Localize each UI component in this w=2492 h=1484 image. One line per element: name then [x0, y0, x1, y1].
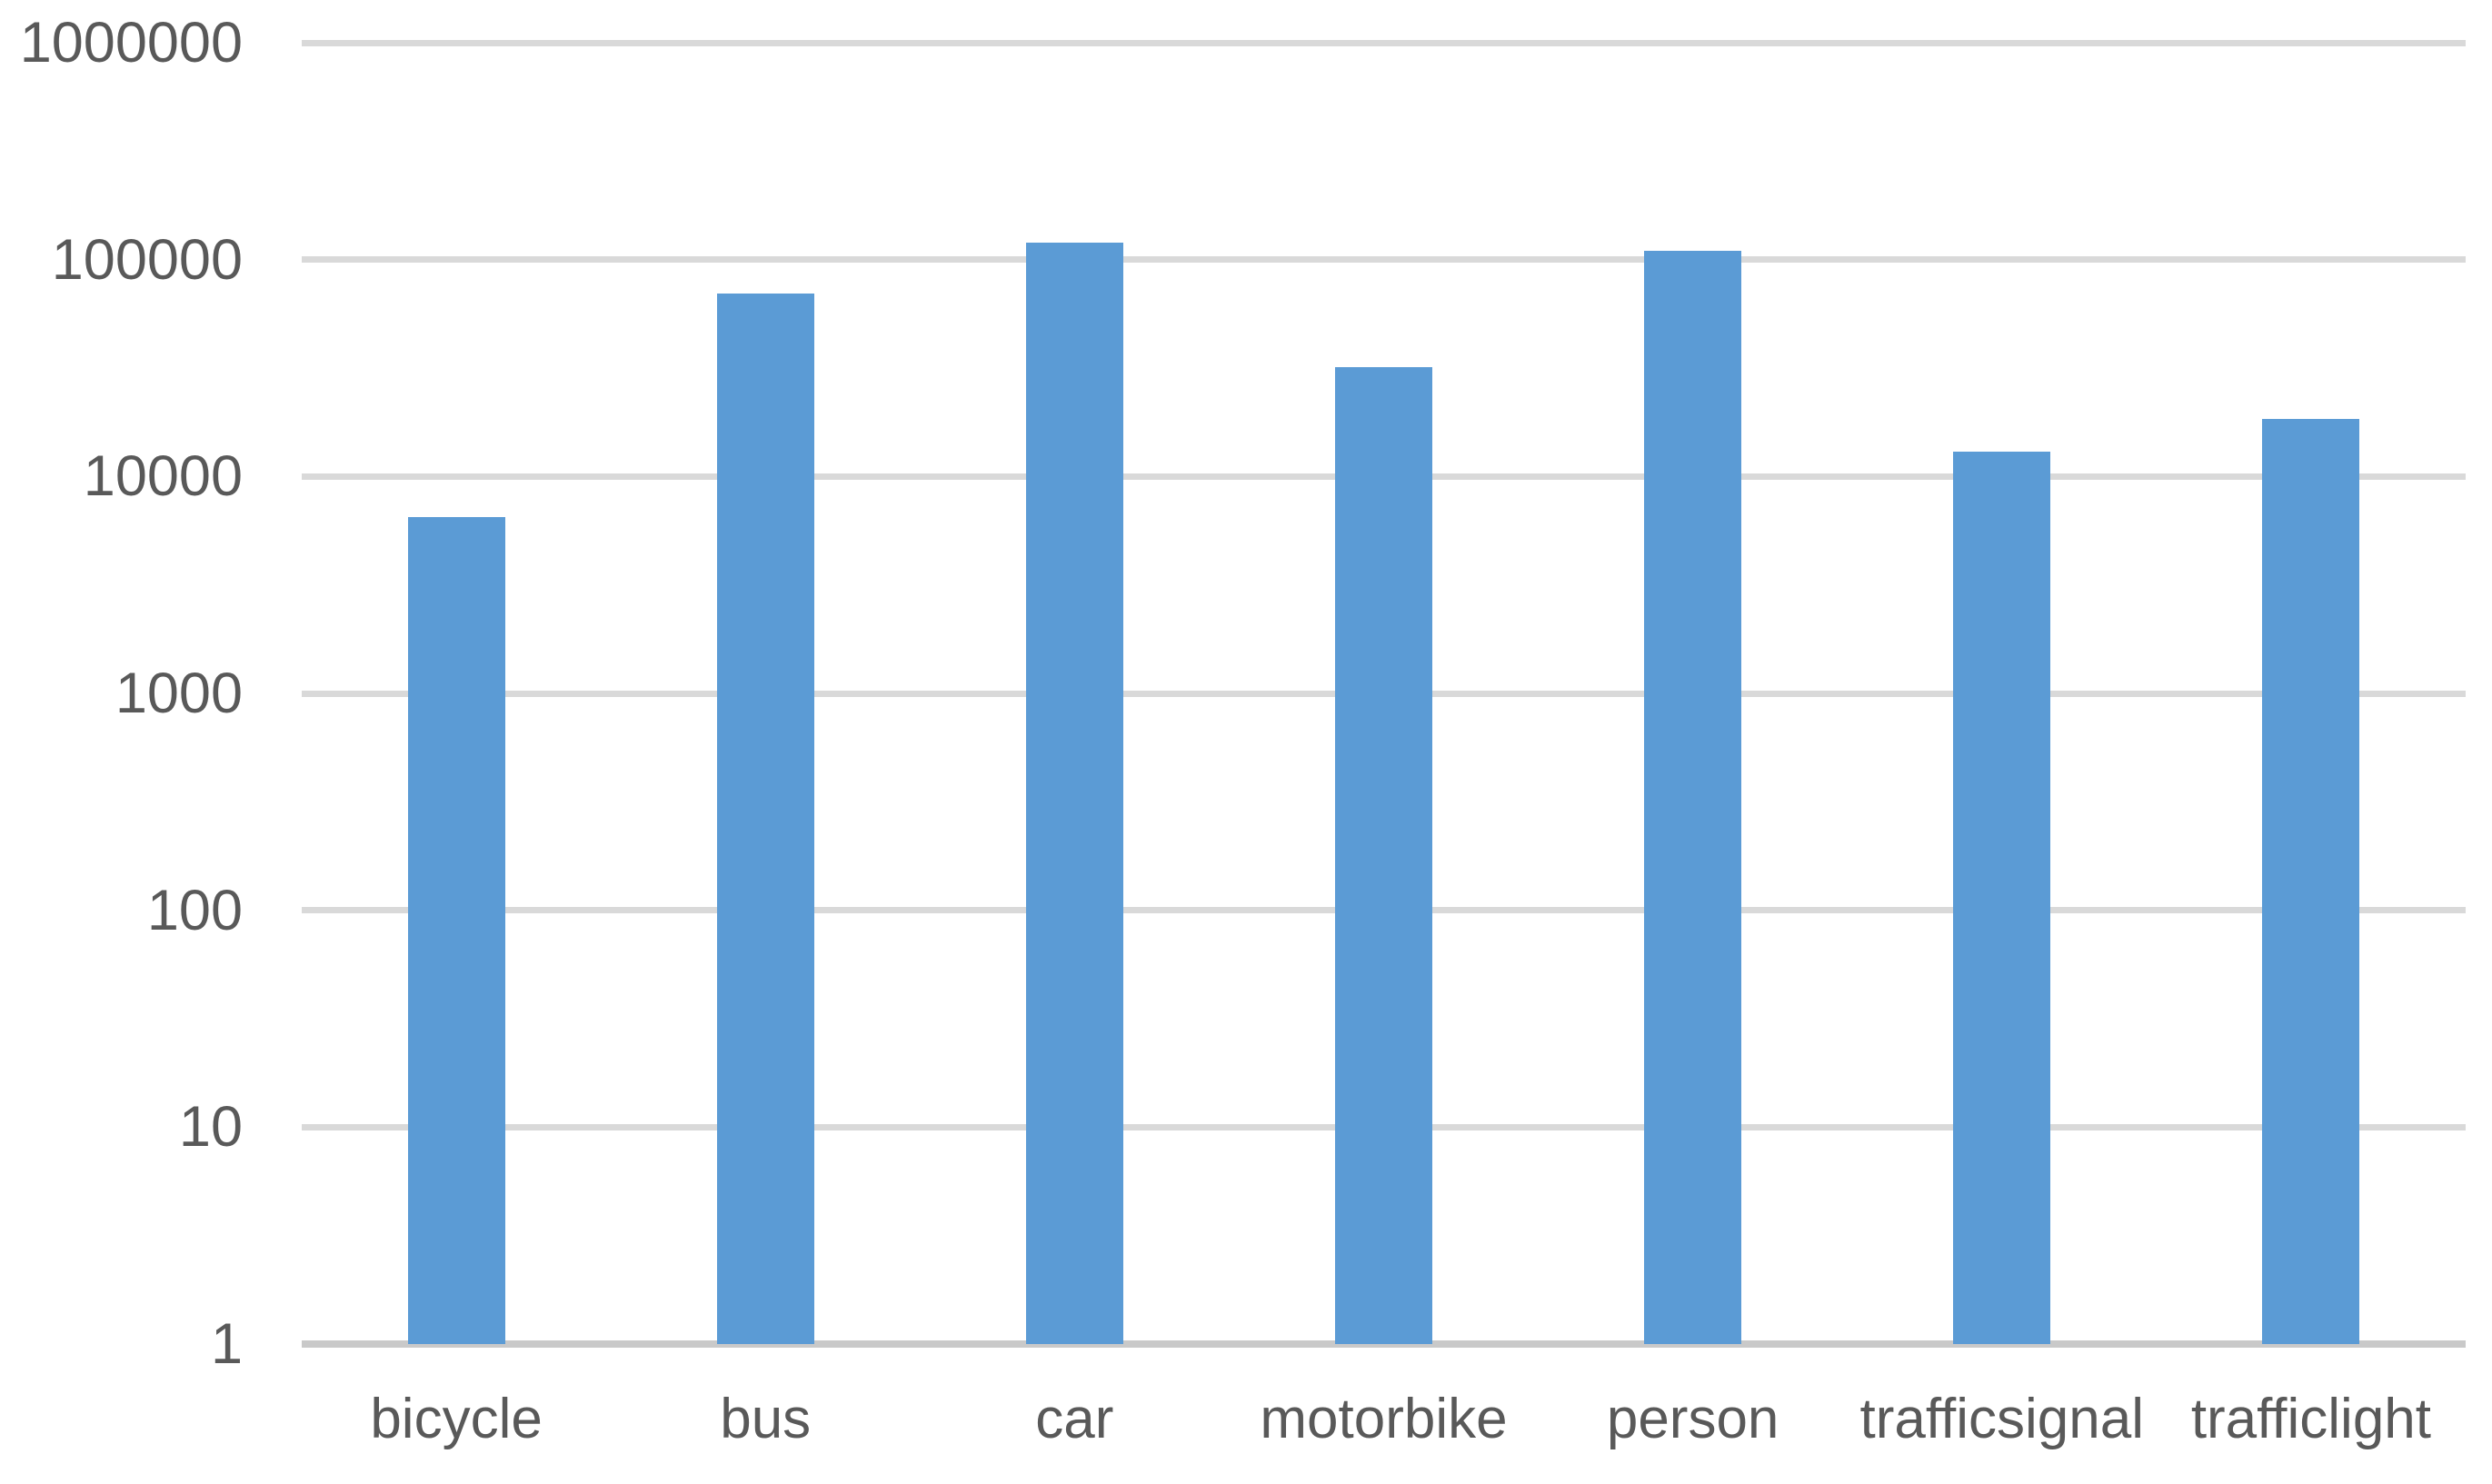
bar-trafficsignal: [1953, 452, 2051, 1344]
x-category-label-motorbike: motorbike: [1260, 1388, 1508, 1450]
y-tick-label-100000: 100000: [51, 227, 243, 292]
y-tick-label-10000: 10000: [83, 444, 243, 509]
bar-trafficlight: [2262, 418, 2360, 1344]
x-axis-line: [302, 1340, 2466, 1348]
bar-bus: [716, 293, 814, 1344]
y-tick-label-1: 1: [210, 1312, 243, 1376]
bar-bicycle: [407, 516, 505, 1344]
x-category-label-trafficlight: trafficlight: [2190, 1388, 2432, 1450]
y-tick-label-100: 100: [146, 878, 243, 942]
bar-motorbike: [1335, 366, 1432, 1344]
gridline-100000: [302, 256, 2466, 264]
x-category-label-bus: bus: [720, 1388, 812, 1450]
bar-car: [1025, 242, 1123, 1344]
gridline-1000000: [302, 39, 2466, 46]
y-tick-label-1000000: 1000000: [19, 11, 243, 75]
x-category-label-trafficsignal: trafficsignal: [1859, 1388, 2144, 1450]
x-category-label-bicycle: bicycle: [370, 1388, 543, 1450]
bar-person: [1644, 250, 1742, 1344]
y-tick-label-1000: 1000: [115, 662, 243, 725]
x-category-label-person: person: [1606, 1388, 1779, 1450]
x-category-label-car: car: [1035, 1388, 1114, 1450]
y-tick-label-10: 10: [178, 1095, 243, 1160]
